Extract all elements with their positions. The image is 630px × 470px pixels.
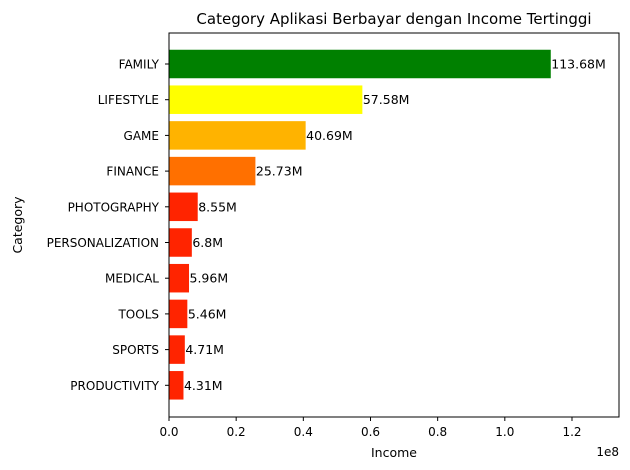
plot-frame bbox=[168, 32, 620, 418]
bars-group bbox=[169, 49, 551, 400]
bar-medical bbox=[169, 263, 190, 293]
value-label-personalization: 6.8M bbox=[192, 235, 223, 250]
bar-personalization bbox=[169, 228, 192, 257]
value-label-family: 113.68M bbox=[551, 57, 606, 72]
value-label-medical: 5.96M bbox=[190, 271, 229, 286]
y-tick-label-game: GAME bbox=[124, 129, 159, 143]
value-label-photography: 8.55M bbox=[198, 199, 237, 214]
chart-title: Category Aplikasi Berbayar dengan Income… bbox=[196, 10, 591, 28]
bar-photography bbox=[169, 192, 198, 222]
y-tick-label-personalization: PERSONALIZATION bbox=[47, 236, 159, 250]
x-tick-label: 0.2 bbox=[227, 425, 246, 439]
x-axis-offset-label: 1e8 bbox=[596, 445, 619, 459]
y-axis-ticks: FAMILY LIFESTYLE GAME FINANCE PHOTOGRAPHY PER… bbox=[47, 58, 169, 393]
y-tick-label-finance: FINANCE bbox=[106, 165, 159, 179]
bar-productivity bbox=[169, 371, 184, 400]
y-tick-label-lifestyle: LIFESTYLE bbox=[98, 93, 159, 107]
bar-tools bbox=[169, 299, 188, 329]
x-axis-label: Income bbox=[371, 445, 417, 460]
x-tick-label: 1.0 bbox=[495, 425, 514, 439]
y-tick-label-photography: PHOTOGRAPHY bbox=[68, 200, 160, 214]
y-tick-label-medical: MEDICAL bbox=[105, 272, 159, 286]
value-label-finance: 25.73M bbox=[256, 164, 303, 179]
value-label-game: 40.69M bbox=[306, 128, 353, 143]
x-tick-label: 1.2 bbox=[562, 425, 581, 439]
value-label-productivity: 4.31M bbox=[184, 378, 223, 393]
value-label-lifestyle: 57.58M bbox=[363, 92, 410, 107]
x-tick-label: 0.8 bbox=[428, 425, 447, 439]
x-tick-label: 0.6 bbox=[361, 425, 380, 439]
bar-family bbox=[169, 49, 551, 79]
y-tick-label-sports: SPORTS bbox=[112, 343, 159, 357]
bar-lifestyle bbox=[169, 85, 363, 114]
bar-finance bbox=[169, 156, 256, 186]
y-tick-label-tools: TOOLS bbox=[117, 307, 159, 321]
value-label-sports: 4.71M bbox=[185, 342, 224, 357]
y-tick-label-productivity: PRODUCTIVITY bbox=[70, 379, 159, 393]
y-axis-label: Category bbox=[10, 196, 25, 254]
x-axis-ticks: 0.0 0.2 0.4 0.6 0.8 1.0 1.2 bbox=[159, 417, 582, 439]
bar-game bbox=[169, 121, 306, 150]
y-tick-label-family: FAMILY bbox=[119, 58, 160, 72]
value-labels-group: 113.68M 57.58M 40.69M 25.73M 8.55M 6.8M 5.96M 5… bbox=[184, 57, 606, 393]
value-label-tools: 5.46M bbox=[188, 306, 227, 321]
x-tick-label: 0.4 bbox=[294, 425, 313, 439]
bar-sports bbox=[169, 335, 185, 364]
x-tick-label: 0.0 bbox=[159, 425, 178, 439]
